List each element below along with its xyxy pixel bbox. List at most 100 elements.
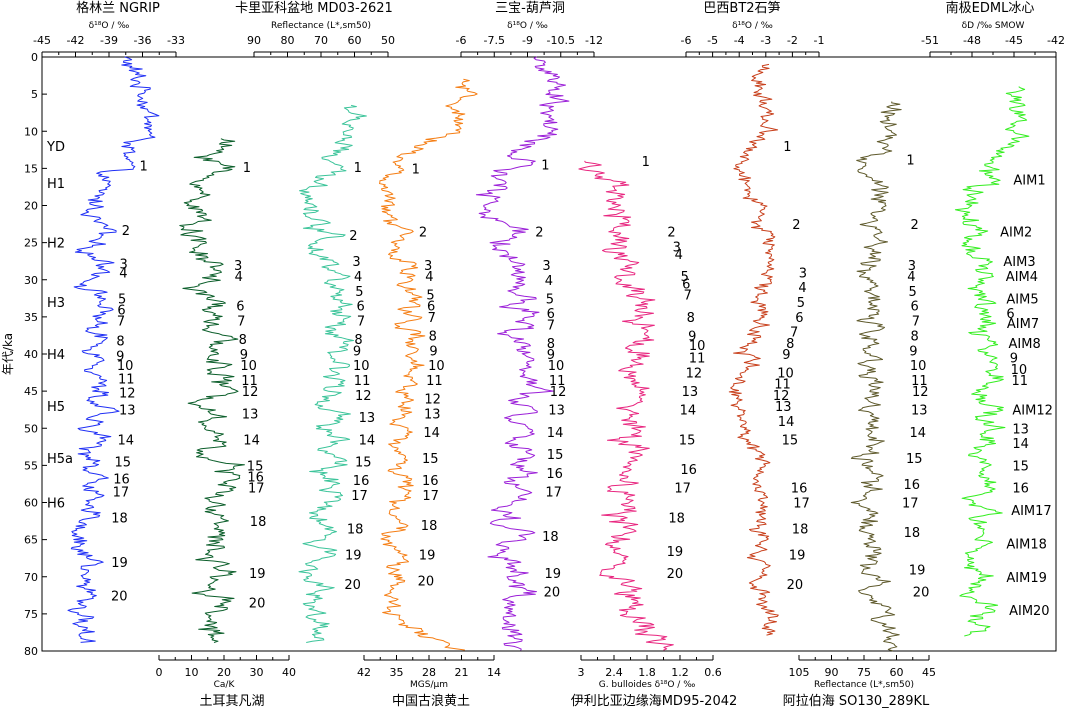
event-label-hulu: 3 [542,259,550,274]
top-tick-label-ngrip: -45 [33,34,51,47]
event-label-cariaco: 11 [354,374,371,389]
heinrich-label-YD: YD [46,140,65,155]
event-label-hulu: 1 [541,159,549,174]
event-label-cariaco: 20 [344,578,361,593]
series-line-cariaco [298,104,367,643]
event-label-bt2: 8 [786,337,794,352]
event-label-bt2: 7 [790,326,798,341]
event-label-cariaco: 12 [355,389,372,404]
top-tick-label-cariaco: 70 [314,34,328,47]
bottom-title-2: 伊利比亚边缘海MD95-2042 [571,694,738,709]
event-label-edml: AIM3 [1003,255,1035,270]
event-label-cariaco: 19 [345,548,362,563]
event-label-cariaco: 13 [359,411,376,426]
bottom-title-3: 阿拉伯海 SO130_289KL [783,694,930,709]
top-tick-label-cariaco: 60 [348,34,362,47]
bottom-tick-label-van: 10 [185,666,199,679]
event-label-cariaco: 2 [349,229,357,244]
top-tick-label-ngrip: -39 [100,34,118,47]
event-label-ngrip: 13 [119,404,136,419]
top-tick-label-bt2: -5 [707,34,718,47]
bottom-tick-label-gulang: 28 [422,666,436,679]
bottom-tick-label-arabian: 45 [922,666,936,679]
event-label-hulu: 10 [548,359,565,374]
top-tick-label-hulu: -12 [585,34,603,47]
event-label-hulu: 9 [547,348,555,363]
event-label-ngrip: 2 [122,224,130,239]
event-label-bt2: 19 [789,548,806,563]
event-label-gulang: 12 [424,393,441,408]
bottom-tick-label-gulang: 42 [357,666,371,679]
bottom-title-0: 土耳其凡湖 [199,694,264,709]
event-label-hulu: 4 [545,274,553,289]
event-label-md95: 1 [642,155,650,170]
event-label-md95: 5 [681,270,689,285]
event-label-cariaco: 16 [353,474,370,489]
event-label-ngrip: 19 [111,556,128,571]
event-label-edml: AIM7 [1007,317,1039,332]
bottom-tick-label-arabian: 75 [857,666,871,679]
event-label-hulu: 6 [547,307,555,322]
bottom-tick-label-gulang: 21 [455,666,469,679]
event-label-md95: 2 [667,225,675,240]
event-label-edml: AIM18 [1006,537,1047,552]
event-label-ngrip: 16 [113,473,130,488]
event-label-ngrip: 17 [113,485,130,500]
top-tick-label-cariaco: 50 [381,34,395,47]
event-label-edml: 10 [1011,363,1028,378]
event-label-arabian: 16 [904,478,921,493]
event-label-gulang: 8 [429,329,437,344]
event-label-arabian: 17 [902,497,919,512]
top-tick-label-cariaco: 90 [247,34,261,47]
bottom-axes: 0 10 20 30 40 Ca/K 42 35 28 21 14 MGS/μm 3 2.4 1.8 1.2 0… [156,655,936,690]
event-label-ngrip: 3 [119,257,127,272]
bottom-tick-label-arabian: 90 [825,666,839,679]
event-label-md95: 18 [668,511,685,526]
event-label-md95: 6 [682,277,690,292]
heinrich-label-H2: H2 [47,237,65,252]
event-label-van: 10 [240,359,257,374]
event-label-cariaco: 14 [359,433,376,448]
event-label-arabian: 2 [911,218,919,233]
series-line-ngrip [67,56,160,643]
y-tick-label: 25 [24,237,38,250]
event-label-md95: 12 [686,367,703,382]
event-label-cariaco: 9 [353,344,361,359]
event-label-gulang: 14 [423,426,440,441]
event-label-bt2: 20 [787,578,804,593]
event-label-gulang: 19 [419,548,436,563]
top-tick-label-ngrip: -36 [134,34,152,47]
event-label-cariaco: 4 [354,270,362,285]
top-tick-label-hulu: -10.5 [547,34,575,47]
event-label-edml: 11 [1012,374,1029,389]
top-tick-label-bt2: -1 [814,34,825,47]
bottom-tick-label-gulang: 35 [390,666,404,679]
event-label-van: 6 [236,300,244,315]
event-label-cariaco: 1 [354,161,362,176]
event-label-arabian: 13 [911,404,928,419]
top-tick-label-bt2: -4 [734,34,745,47]
event-label-cariaco: 6 [357,300,365,315]
event-label-edml: AIM5 [1006,292,1038,307]
top-axis-unit-edml: δD /‰ SMOW [962,21,1025,31]
top-tick-label-cariaco: 80 [281,34,295,47]
event-label-ngrip: 14 [118,433,135,448]
event-label-edml: AIM1 [1013,174,1045,189]
top-tick-label-edml: -45 [1005,34,1023,47]
event-label-md95: 9 [688,329,696,344]
event-label-hulu: 20 [544,586,561,601]
event-label-gulang: 11 [426,374,443,389]
event-label-edml: 13 [1012,422,1029,437]
event-label-hulu: 11 [549,374,566,389]
event-label-van: 11 [241,374,258,389]
y-tick-label: 70 [24,571,38,584]
event-label-gulang: 18 [421,519,438,534]
top-tick-label-hulu: -7.5 [484,34,505,47]
event-label-gulang: 20 [418,574,435,589]
event-label-cariaco: 8 [354,333,362,348]
event-label-bt2: 6 [795,311,803,326]
event-label-ngrip: 10 [117,359,134,374]
bottom-titles: 土耳其凡湖 中国古浪黄土 伊利比亚边缘海MD95-2042 阿拉伯海 SO130_28… [199,694,930,709]
event-label-arabian: 19 [909,563,926,578]
event-label-gulang: 7 [428,311,436,326]
